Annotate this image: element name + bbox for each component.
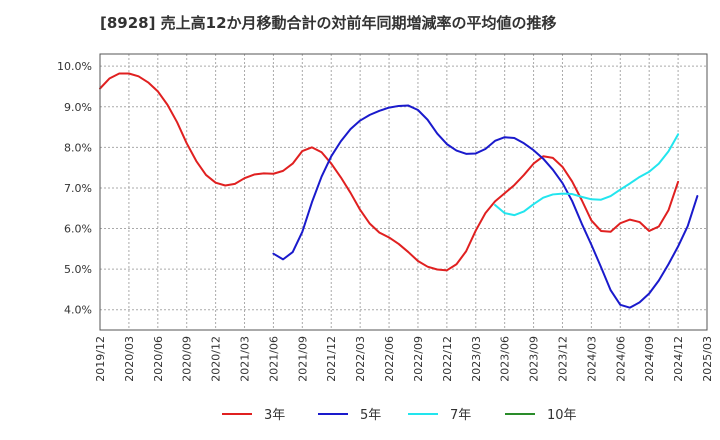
legend-label: 3年 bbox=[264, 408, 285, 423]
x-tick-label: 2020/09 bbox=[181, 336, 194, 382]
y-tick-label: 10.0% bbox=[57, 60, 92, 73]
y-tick-label: 5.0% bbox=[64, 263, 92, 276]
x-tick-label: 2024/12 bbox=[672, 336, 685, 382]
x-tick-label: 2022/12 bbox=[441, 336, 454, 382]
y-tick-label: 8.0% bbox=[64, 141, 92, 154]
x-tick-label: 2021/06 bbox=[267, 336, 280, 382]
plot-frame bbox=[99, 53, 708, 331]
x-tick-label: 2023/06 bbox=[499, 336, 512, 382]
x-tick-label: 2024/09 bbox=[643, 336, 656, 382]
x-tick-label: 2024/03 bbox=[585, 336, 598, 382]
x-tick-label: 2019/12 bbox=[94, 336, 107, 382]
y-tick-label: 7.0% bbox=[64, 182, 92, 195]
legend-label: 5年 bbox=[360, 408, 381, 423]
series-line bbox=[494, 133, 680, 217]
x-tick-label: 2022/09 bbox=[412, 336, 425, 382]
x-tick-label: 2022/03 bbox=[354, 336, 367, 382]
x-tick-label: 2020/12 bbox=[210, 336, 223, 382]
x-tick-label: 2021/03 bbox=[239, 336, 252, 382]
x-tick-label: 2025/03 bbox=[701, 336, 714, 382]
series-layer bbox=[99, 72, 699, 309]
x-tick-label: 2021/12 bbox=[325, 336, 338, 382]
legend-label: 10年 bbox=[547, 408, 577, 423]
x-tick-label: 2024/06 bbox=[614, 336, 627, 382]
y-tick-label: 4.0% bbox=[64, 304, 92, 317]
x-tick-label: 2023/03 bbox=[470, 336, 483, 382]
series-line bbox=[99, 72, 680, 272]
legend: 3年 5年 7年 10年 bbox=[222, 408, 577, 423]
y-tick-label: 6.0% bbox=[64, 223, 92, 236]
x-tick-label: 2020/06 bbox=[152, 336, 165, 382]
x-axis: 2019/12 2020/03 2020/06 2020/09 2020/12 2021/… bbox=[94, 336, 714, 382]
grid-layer bbox=[99, 54, 708, 330]
x-tick-label: 2022/06 bbox=[383, 336, 396, 382]
y-tick-label: 9.0% bbox=[64, 101, 92, 114]
chart-title: [8928] 売上高12か月移動合計の対前年同期増減率の平均値の推移 bbox=[100, 14, 557, 32]
x-tick-label: 2021/09 bbox=[296, 336, 309, 382]
series-line bbox=[272, 104, 699, 309]
x-tick-label: 2020/03 bbox=[123, 336, 136, 382]
x-tick-label: 2023/12 bbox=[556, 336, 569, 382]
legend-label: 7年 bbox=[450, 408, 471, 423]
x-tick-label: 2023/09 bbox=[528, 336, 541, 382]
y-axis: 4.0% 5.0% 6.0% 7.0% 8.0% 9.0% 10.0% bbox=[57, 60, 92, 317]
